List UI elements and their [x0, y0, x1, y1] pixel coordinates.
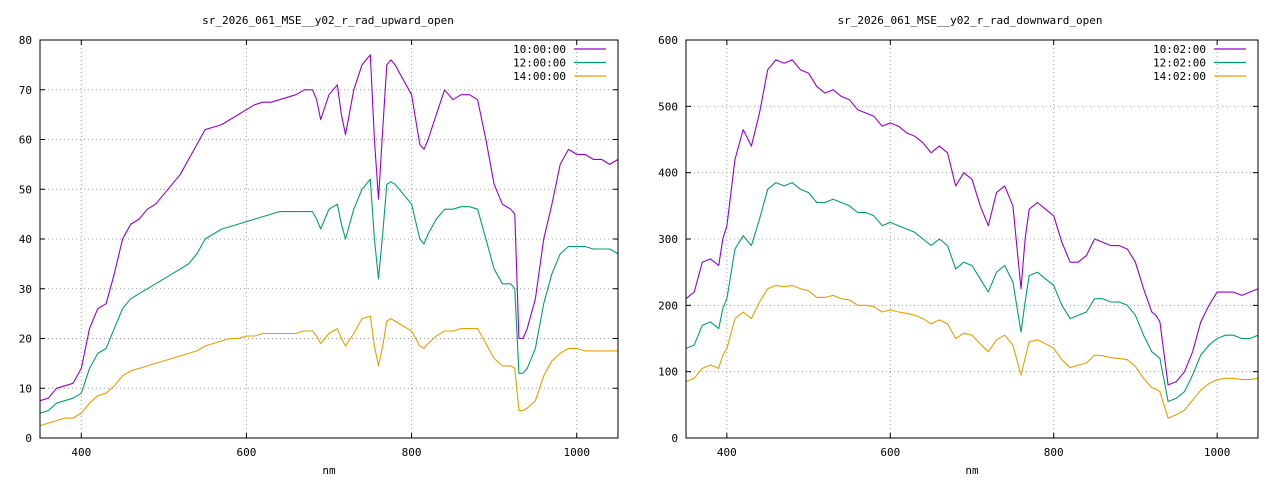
- y-tick-label: 20: [19, 333, 32, 346]
- x-axis-label: nm: [965, 464, 979, 477]
- y-tick-label: 500: [658, 100, 678, 113]
- y-tick-label: 400: [658, 167, 678, 180]
- y-tick-label: 0: [671, 432, 678, 445]
- plot-frame: [39, 39, 619, 439]
- chart-title: sr_2026_061_MSE__y02_r_rad_downward_open: [838, 14, 1103, 27]
- x-tick-label: 600: [880, 446, 900, 459]
- series-line-140000: [39, 315, 618, 427]
- chart-upward: 400 600 800 1000 0 10 20 30 40 50 60 70 80 sr_2026_06…: [19, 14, 619, 477]
- y-tick-label: 10: [19, 382, 32, 395]
- x-tick-label: 1000: [563, 446, 590, 459]
- series-line-100000: [39, 54, 619, 402]
- series-line-140200: [685, 284, 1259, 419]
- series-line-120000: [39, 178, 619, 414]
- x-tick-label: 400: [717, 446, 737, 459]
- y-tick-label: 40: [19, 233, 32, 246]
- legend-label: 12:02:00: [1153, 57, 1206, 70]
- x-tick-label: 800: [402, 446, 422, 459]
- x-tick-label: 400: [71, 446, 91, 459]
- legend-label: 10:00:00: [513, 43, 566, 56]
- legend-label: 14:00:00: [513, 70, 566, 83]
- series-line-120200: [685, 182, 1259, 403]
- y-tick-label: 30: [19, 283, 32, 296]
- series-line-100200: [685, 59, 1259, 386]
- x-tick-label: 800: [1044, 446, 1064, 459]
- y-tick-label: 80: [19, 34, 32, 47]
- x-tick-label: 600: [236, 446, 256, 459]
- chart-title: sr_2026_061_MSE__y02_r_rad_upward_open: [202, 14, 454, 27]
- legend-label: 10:02:00: [1153, 43, 1206, 56]
- y-tick-label: 300: [658, 233, 678, 246]
- legend-label: 14:02:00: [1153, 70, 1206, 83]
- chart-downward: 400 600 800 1000 0 100 200 300 400 500 600 sr_2026_…: [658, 14, 1259, 477]
- x-axis-label: nm: [322, 464, 336, 477]
- plot-frame: [685, 39, 1259, 439]
- y-tick-label: 70: [19, 84, 32, 97]
- y-tick-label: 200: [658, 299, 678, 312]
- y-tick-label: 60: [19, 134, 32, 147]
- legend-label: 12:00:00: [513, 57, 566, 70]
- y-tick-label: 100: [658, 366, 678, 379]
- y-tick-label: 50: [19, 183, 32, 196]
- y-tick-label: 0: [25, 432, 32, 445]
- y-tick-label: 600: [658, 34, 678, 47]
- x-tick-label: 1000: [1204, 446, 1231, 459]
